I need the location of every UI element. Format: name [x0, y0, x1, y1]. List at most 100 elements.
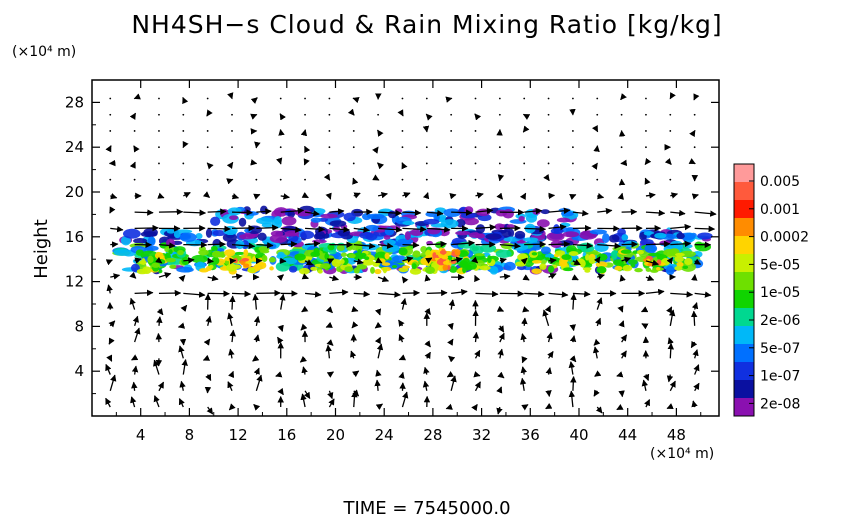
field-cell: [644, 244, 658, 254]
wind-arrow: [132, 315, 139, 327]
wind-arrow: [548, 240, 571, 248]
field-cell: [357, 249, 362, 255]
wind-arrow: [231, 193, 240, 200]
wind-arrow: [643, 373, 650, 381]
wind-arrow: [157, 381, 165, 392]
wind-dot: [158, 113, 160, 116]
wind-arrow: [542, 309, 550, 327]
x-tick-label: 20: [326, 426, 345, 444]
field-cell: [353, 267, 360, 274]
colorbar-swatch: [734, 254, 754, 273]
wind-arrow: [110, 193, 118, 200]
wind-arrow: [669, 380, 676, 392]
field-cell: [645, 267, 652, 272]
wind-arrow: [378, 209, 402, 217]
wind-arrow: [451, 239, 476, 247]
wind-dot: [352, 130, 355, 132]
wind-arrow: [691, 193, 699, 200]
colorbar-label: 2e-08: [760, 396, 800, 412]
wind-arrow: [496, 386, 503, 394]
wind-dot: [572, 162, 574, 165]
wind-arrow: [205, 315, 212, 326]
wind-arrow: [398, 319, 405, 327]
wind-arrow: [351, 306, 359, 313]
wind-arrow: [253, 315, 261, 326]
wind-arrow: [618, 320, 625, 328]
wind-arrow: [301, 273, 309, 280]
field-cell: [133, 237, 148, 244]
wind-arrow: [177, 322, 186, 329]
field-cell: [435, 241, 446, 249]
field-cell: [562, 231, 580, 238]
wind-dot: [182, 162, 185, 165]
wind-dot: [182, 178, 185, 181]
field-cell: [235, 239, 245, 250]
colorbar-swatch: [734, 308, 754, 327]
wind-dot: [620, 113, 623, 116]
wind-arrow: [641, 323, 649, 330]
wind-arrow: [326, 339, 334, 346]
wind-dot: [109, 97, 112, 100]
colorbar-swatch: [734, 344, 754, 363]
wind-arrow: [397, 109, 404, 117]
field-cell: [158, 269, 163, 274]
wind-arrow: [693, 258, 702, 265]
wind-arrow: [374, 321, 382, 329]
wind-arrow: [207, 257, 214, 265]
field-cell: [432, 252, 437, 259]
wind-arrow: [205, 373, 212, 382]
field-cell: [222, 233, 237, 243]
field-cell: [310, 217, 322, 223]
wind-arrow: [183, 291, 206, 298]
field-cell: [669, 240, 684, 251]
field-cell: [608, 234, 620, 243]
colorbar-swatch: [734, 200, 754, 219]
wind-arrow: [425, 113, 433, 121]
wind-arrow: [398, 371, 405, 379]
field-cell: [588, 256, 597, 264]
wind-arrow: [133, 327, 141, 343]
wind-arrow: [693, 382, 700, 392]
wind-dot: [158, 130, 160, 132]
field-cell: [479, 243, 497, 253]
wind-arrow: [398, 333, 405, 343]
y-tick-label: 16: [65, 228, 84, 246]
field-cell: [331, 259, 342, 267]
wind-arrow: [105, 363, 112, 375]
x-tick-label: 8: [185, 426, 195, 444]
field-cell: [147, 255, 154, 264]
field-cell: [458, 263, 470, 267]
wind-dot: [377, 113, 380, 116]
wind-arrow: [378, 291, 401, 298]
wind-dot: [206, 130, 209, 132]
field-cell: [442, 260, 448, 265]
wind-arrow: [644, 157, 652, 166]
field-cell: [430, 223, 448, 228]
field-cell: [315, 230, 326, 240]
colorbar-label: 0.0002: [760, 230, 809, 246]
wind-arrow: [325, 321, 333, 328]
wind-dot: [401, 146, 404, 149]
wind-arrow: [569, 194, 577, 200]
wind-arrow: [450, 375, 457, 391]
wind-arrow: [377, 162, 384, 170]
field-cell: [374, 268, 382, 275]
wind-arrow: [644, 177, 651, 185]
field-cell: [269, 234, 288, 243]
colorbar-swatch: [734, 272, 754, 291]
wind-dot: [279, 146, 282, 149]
field-cell: [387, 210, 397, 219]
field-cell: [423, 218, 440, 225]
wind-arrow: [519, 377, 527, 391]
wind-arrow: [667, 342, 675, 359]
wind-arrow: [572, 290, 591, 298]
colorbar-swatch: [734, 236, 754, 255]
field-cell: [506, 224, 515, 229]
wind-arrow: [305, 225, 326, 233]
wind-arrow: [326, 306, 333, 314]
wind-arrow: [572, 242, 594, 249]
wind-arrow: [275, 371, 283, 378]
wind-arrow: [206, 406, 214, 415]
field-cell: [441, 255, 449, 260]
wind-arrow: [548, 192, 556, 200]
